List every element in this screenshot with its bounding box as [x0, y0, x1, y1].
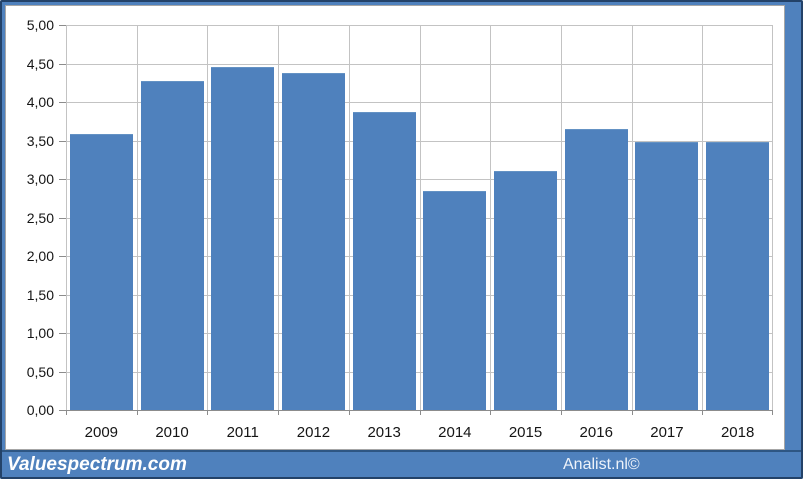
gridline-vertical: [207, 25, 208, 410]
x-axis-label: 2013: [367, 424, 401, 441]
bar-2013: [352, 112, 416, 410]
gridline-vertical: [137, 25, 138, 410]
y-axis-label: 0,50: [26, 363, 54, 380]
gridline-horizontal: [66, 256, 773, 257]
footer-band: Valuespectrum.com Analist.nl©: [0, 450, 803, 479]
y-axis-label: 3,00: [26, 171, 54, 187]
y-axis-tick: [59, 179, 66, 180]
y-axis-tick: [59, 25, 66, 26]
plot-area: [66, 25, 773, 411]
y-axis-label: 1,00: [26, 325, 54, 341]
x-axis-label: 2015: [508, 424, 543, 441]
y-axis-label: 0,00: [26, 402, 54, 418]
gridline-horizontal: [66, 294, 773, 296]
y-axis-label: 5,00: [26, 17, 54, 33]
gridline-vertical: [349, 25, 350, 410]
x-axis-label: 2010: [155, 424, 189, 441]
y-axis-tick: [59, 410, 66, 411]
x-axis-label: 2017: [650, 424, 684, 441]
bar-2018: [706, 142, 770, 410]
gridline-horizontal: [66, 333, 773, 334]
y-axis-tick: [59, 371, 66, 373]
bar-2016: [564, 128, 628, 410]
gridline-vertical: [420, 25, 421, 410]
y-axis-label: 2,00: [26, 248, 54, 264]
gridline-vertical: [702, 25, 703, 410]
y-axis-tick: [59, 294, 66, 296]
x-axis-label: 2014: [438, 424, 472, 441]
y-axis-label: 4,50: [26, 55, 54, 72]
bar-2014: [423, 191, 487, 410]
valuespectrum-watermark: Valuespectrum.com: [7, 454, 187, 475]
gridline-horizontal: [66, 140, 773, 142]
bar-2015: [494, 171, 558, 410]
chart-panel: 0,00 0,50 1,00 1,50 2,00 2,50 3,00 3,50 4,00 4,50…: [5, 5, 785, 450]
x-axis-tick: [490, 411, 491, 415]
gridline-vertical: [772, 25, 773, 410]
gridline-vertical: [490, 25, 491, 410]
x-axis-label: 2009: [84, 424, 119, 441]
gridline-horizontal: [66, 63, 773, 65]
y-axis-tick: [59, 256, 66, 257]
y-axis-label: 2,50: [26, 209, 54, 226]
x-axis-label: 2011: [226, 424, 259, 441]
x-axis-tick: [420, 411, 421, 415]
x-axis-tick: [632, 411, 633, 415]
y-axis-tick: [59, 63, 66, 65]
gridline-horizontal: [66, 217, 773, 219]
x-axis-line: [66, 410, 773, 411]
bar-2011: [211, 67, 275, 410]
bar-2017: [635, 142, 699, 410]
x-axis-label: 2018: [720, 424, 755, 441]
y-axis-label: 1,50: [26, 286, 54, 303]
gridline-vertical: [278, 25, 279, 410]
x-axis-label: 2012: [296, 424, 331, 441]
y-axis-tick: [59, 102, 66, 103]
x-axis-tick: [561, 411, 562, 415]
bar-2012: [281, 72, 345, 410]
x-axis-tick: [137, 411, 138, 415]
gridline-vertical: [66, 25, 67, 410]
y-axis-label: 3,50: [26, 132, 54, 149]
x-axis-tick: [349, 411, 350, 415]
y-axis-label: 4,00: [26, 94, 54, 110]
y-axis-tick: [59, 217, 66, 219]
x-axis-tick: [278, 411, 279, 415]
analist-watermark: Analist.nl©: [563, 456, 640, 473]
gridline-horizontal: [66, 25, 773, 26]
y-axis-tick: [59, 140, 66, 142]
bar-2009: [69, 134, 133, 410]
gridline-horizontal: [66, 102, 773, 103]
gridline-vertical: [632, 25, 633, 410]
x-axis-tick: [207, 411, 208, 415]
x-axis-tick: [66, 411, 67, 415]
gridline-horizontal: [66, 371, 773, 373]
y-axis-tick: [59, 333, 66, 334]
gridline-vertical: [561, 25, 562, 410]
x-axis-tick: [772, 411, 773, 415]
bar-2010: [140, 81, 204, 410]
x-axis-tick: [702, 411, 703, 415]
x-axis-label: 2016: [579, 424, 613, 441]
gridline-horizontal: [66, 179, 773, 180]
